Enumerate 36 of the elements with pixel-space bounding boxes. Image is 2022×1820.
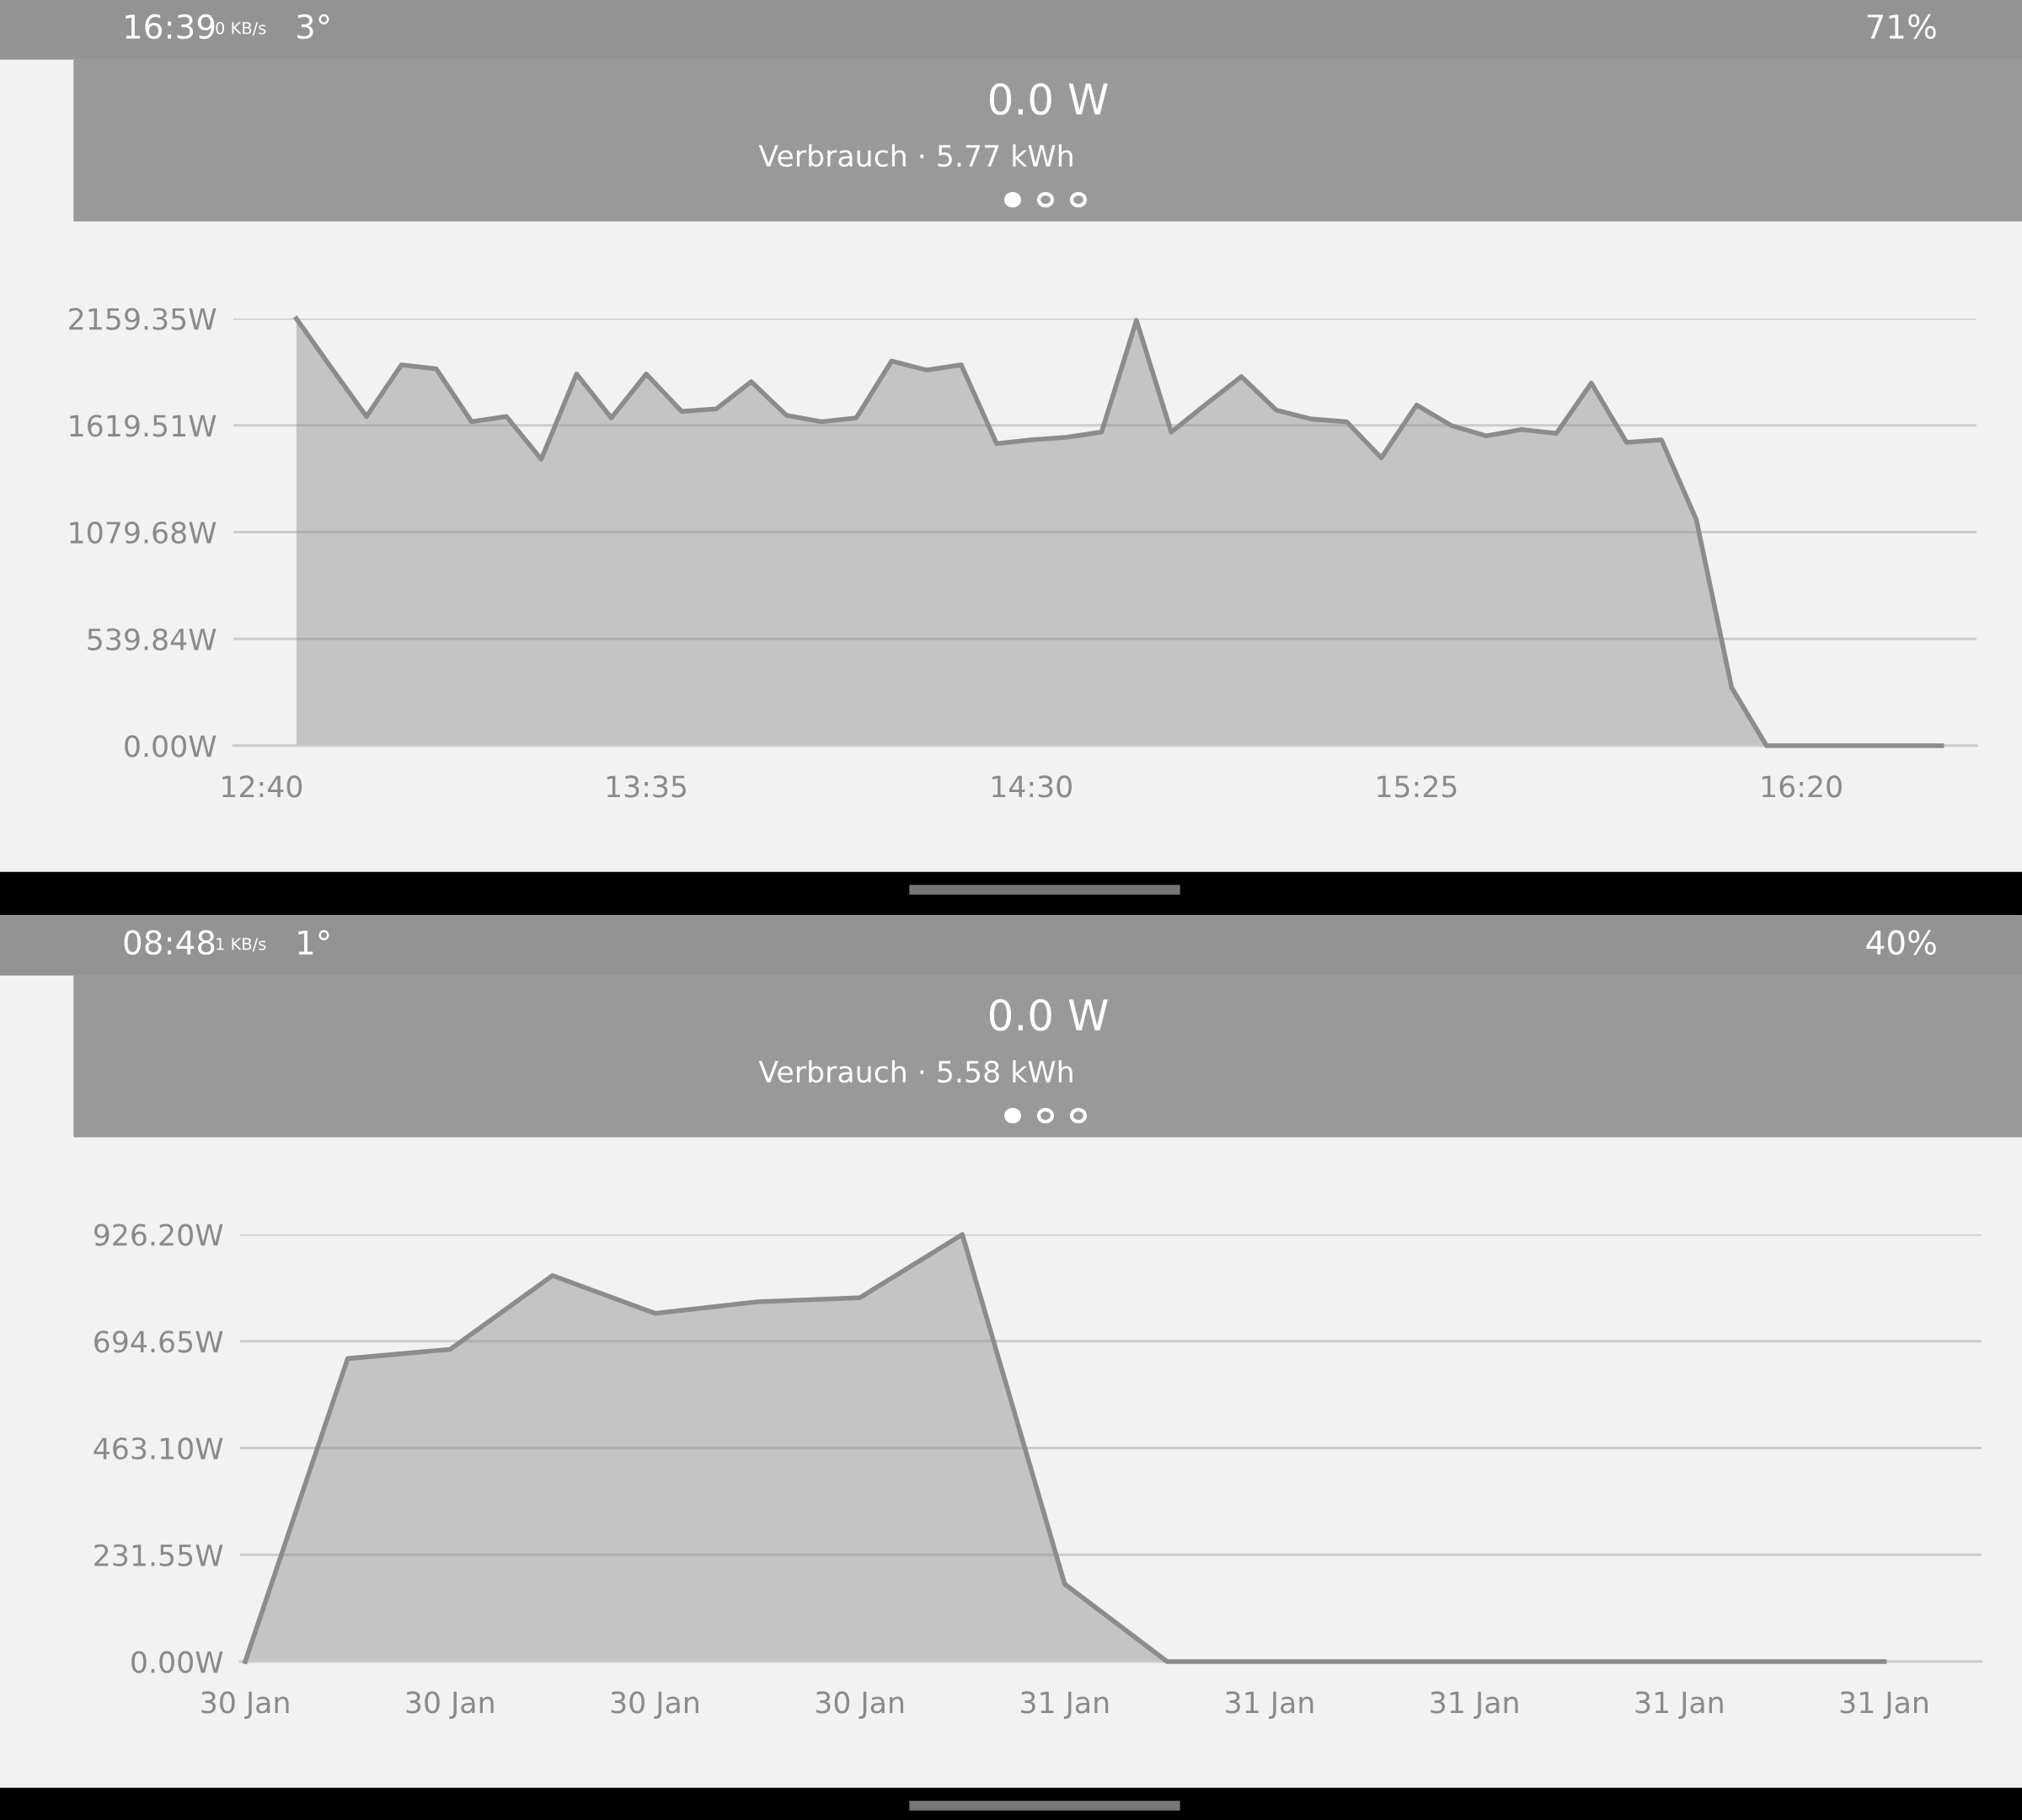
x-tick-label: 31 Jan [1021, 1691, 1109, 1719]
x-tick-label: 31 Jan [1431, 1691, 1518, 1719]
chart-subtitle: Verbrauch · 5.58 kWh [758, 1060, 1073, 1084]
text: 16:39 [126, 13, 215, 40]
y-tick-label: 0.00W [131, 1651, 223, 1673]
x-tick-label: 30 Jan [611, 1691, 698, 1719]
y-tick-label: 2159.35W [69, 308, 217, 330]
chart-title: 0.0 W [989, 83, 1108, 115]
x-tick-label: 30 Jan [201, 1691, 289, 1719]
x-tick-label: 30 Jan [816, 1691, 904, 1719]
text: 1° [298, 929, 329, 955]
x-tick-label: 12:40 [222, 775, 302, 798]
text: 3° [297, 13, 329, 40]
y-tick-label: 694.65W [94, 1330, 223, 1353]
y-tick-label: 463.10W [94, 1437, 223, 1460]
x-tick-label: 13:35 [607, 775, 687, 798]
x-tick-label: 16:20 [1762, 775, 1842, 798]
y-tick-label: 539.84W [88, 628, 217, 650]
x-tick-label: 15:25 [1377, 775, 1457, 798]
x-tick-label: 31 Jan [1226, 1691, 1313, 1719]
x-tick-label: 30 Jan [406, 1691, 494, 1719]
text: 0 KB/s [216, 21, 266, 36]
chart-subtitle: Verbrauch · 5.77 kWh [758, 144, 1073, 168]
y-tick-label: 0.00W [125, 735, 217, 757]
y-tick-label: 231.55W [94, 1544, 223, 1566]
text: 71% [1867, 13, 1936, 40]
x-tick-label: 31 Jan [1635, 1691, 1723, 1719]
text: 1 KB/s [217, 938, 266, 952]
text: 40% [1866, 929, 1936, 956]
x-tick-label: 14:30 [992, 775, 1072, 798]
y-tick-label: 926.20W [94, 1223, 223, 1246]
y-tick-label: 1619.51W [70, 415, 217, 437]
chart-title: 0.0 W [989, 998, 1108, 1031]
text: 08:48 [124, 929, 215, 956]
x-tick-label: 31 Jan [1840, 1691, 1928, 1719]
y-tick-label: 1079.68W [70, 521, 217, 544]
